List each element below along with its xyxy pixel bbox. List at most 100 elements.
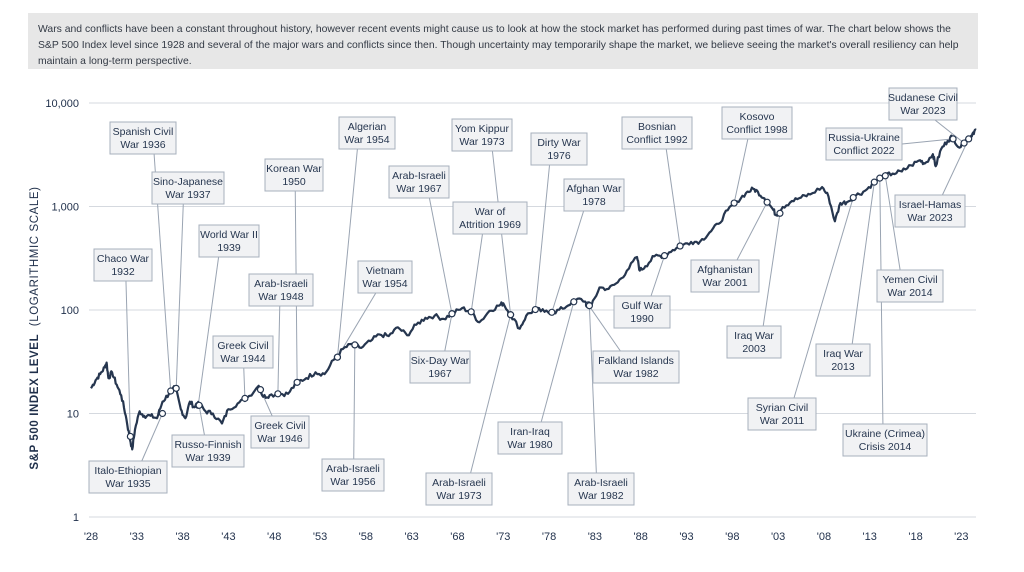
- annotation-box-frame: [451, 118, 513, 152]
- x-tick-label: '68: [450, 531, 464, 543]
- annotation-label-line: War 2014: [887, 287, 932, 299]
- x-tick-label: '58: [359, 531, 373, 543]
- annotation-label-line: Conflict 1998: [726, 124, 787, 136]
- event-marker: [965, 135, 973, 143]
- annotation-box-frame: [613, 295, 671, 329]
- y-tick-label: 10: [67, 409, 79, 421]
- annotation-label-line: 1976: [547, 150, 571, 162]
- annotation-label-line: Conflict 1992: [626, 134, 687, 146]
- annotation-label-line: Sino-Japanese: [153, 176, 223, 188]
- annotation-box-frame: [563, 178, 625, 212]
- annotation-box-frame: [621, 116, 693, 150]
- annotation-label-line: World War II: [200, 229, 258, 241]
- annotation-label-line: Yom Kippur: [455, 123, 509, 135]
- event-marker: [351, 341, 359, 349]
- annotation-label-line: Greek Civil: [217, 340, 268, 352]
- annotation-label-line: Yemen Civil: [882, 274, 937, 286]
- annotation-label-line: 2003: [742, 343, 766, 355]
- annotation-leader: [277, 305, 281, 394]
- intro-text: Wars and conflicts have been a constant …: [38, 24, 959, 67]
- annotation-label-line: Russo-Finnish: [174, 439, 241, 451]
- annotation-leader: [337, 292, 377, 358]
- annotation-leader: [444, 313, 453, 352]
- annotation-label-line: War 1937: [165, 189, 210, 201]
- annotation-box-frame: [815, 343, 871, 377]
- event-marker: [195, 401, 203, 409]
- annotation-box-frame: [425, 472, 493, 506]
- event-markers: [126, 135, 973, 441]
- annotation-label-line: 1939: [217, 242, 241, 254]
- annotation-box-frame: [894, 194, 966, 228]
- annotation-leader: [534, 164, 551, 310]
- annotation-box-frame: [497, 421, 563, 455]
- annotation-label-line: War 1944: [220, 353, 265, 365]
- annotation-label-line: War 1954: [362, 278, 407, 290]
- annotation-box-frame: [567, 472, 635, 506]
- annotation-box-frame: [825, 127, 903, 161]
- annotation-box-frame: [338, 116, 396, 150]
- y-axis-label-sub: (LOGARITHMIC SCALE): [29, 186, 41, 326]
- annotation-leader: [336, 148, 358, 358]
- annotation-label-line: Afghanistan: [697, 264, 753, 276]
- event-marker: [570, 298, 578, 306]
- annotation-leader: [901, 138, 954, 145]
- event-marker: [158, 409, 167, 418]
- annotation-label-line: Israel-Hamas: [899, 199, 961, 211]
- annotation-box-frame: [93, 248, 153, 282]
- event-marker: [763, 198, 771, 206]
- x-tick-label: '88: [634, 531, 648, 543]
- event-marker: [172, 384, 180, 392]
- event-marker: [531, 305, 539, 314]
- annotation-box-frame: [198, 224, 260, 258]
- x-tick-label: '43: [221, 531, 235, 543]
- annotation-label-line: 1932: [111, 266, 135, 278]
- annotation-label-line: War 1936: [120, 139, 165, 151]
- event-marker: [506, 311, 515, 319]
- x-tick-label: '28: [84, 531, 98, 543]
- event-marker: [730, 199, 738, 207]
- annotation-box-frame: [357, 260, 413, 294]
- event-marker: [448, 310, 456, 318]
- y-tick-label: 10,000: [45, 98, 79, 110]
- annotation-label-line: 2013: [831, 361, 855, 373]
- annotation-box-frame: [888, 87, 958, 121]
- annotation-label-line: 1978: [582, 196, 606, 208]
- x-tick-label: '83: [588, 531, 602, 543]
- annotation-label-line: War 1982: [613, 368, 658, 380]
- event-marker: [333, 353, 342, 361]
- event-marker: [274, 390, 282, 398]
- annotation-leader: [470, 314, 512, 474]
- annotation-label-line: Iraq War: [823, 348, 863, 360]
- annotation-label-line: War 1973: [459, 136, 504, 148]
- annotation-label-line: Iran-Iraq: [510, 426, 550, 438]
- y-tick-label: 100: [61, 305, 79, 317]
- annotation-leader: [353, 344, 356, 460]
- annotation-label-line: Arab-Israeli: [392, 170, 446, 182]
- x-tick-label: '98: [725, 531, 739, 543]
- annotation-leader: [243, 367, 246, 399]
- annotation-box-frame: [530, 132, 588, 166]
- event-marker: [548, 308, 556, 316]
- event-marker: [293, 378, 301, 386]
- annotation-box-frame: [592, 350, 680, 384]
- intro-text-box: Wars and conflicts have been a constant …: [28, 13, 978, 69]
- annotation-leader: [941, 138, 970, 196]
- annotation-leader: [175, 203, 184, 389]
- annotation-leader: [793, 197, 854, 399]
- x-tick-label: '18: [908, 531, 922, 543]
- annotation-box-frame: [726, 325, 782, 359]
- x-tick-label: '63: [404, 531, 418, 543]
- annotation-label-line: Spanish Civil: [113, 126, 174, 138]
- event-marker: [776, 209, 784, 217]
- annotation-leader: [733, 138, 749, 204]
- annotation-label-line: War 1982: [578, 490, 623, 502]
- annotation-leader: [540, 301, 575, 423]
